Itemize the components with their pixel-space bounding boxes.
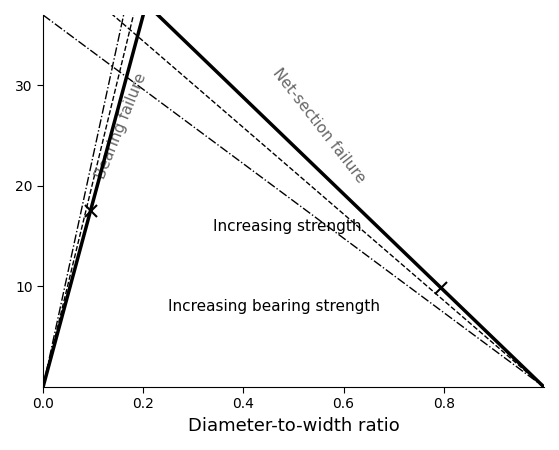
X-axis label: Diameter-to-width ratio: Diameter-to-width ratio xyxy=(188,417,399,435)
Text: Net-section failure: Net-section failure xyxy=(269,66,368,186)
Text: Bearing failure: Bearing failure xyxy=(93,71,149,180)
Text: Increasing strength: Increasing strength xyxy=(214,219,362,234)
Text: Increasing bearing strength: Increasing bearing strength xyxy=(168,299,380,314)
